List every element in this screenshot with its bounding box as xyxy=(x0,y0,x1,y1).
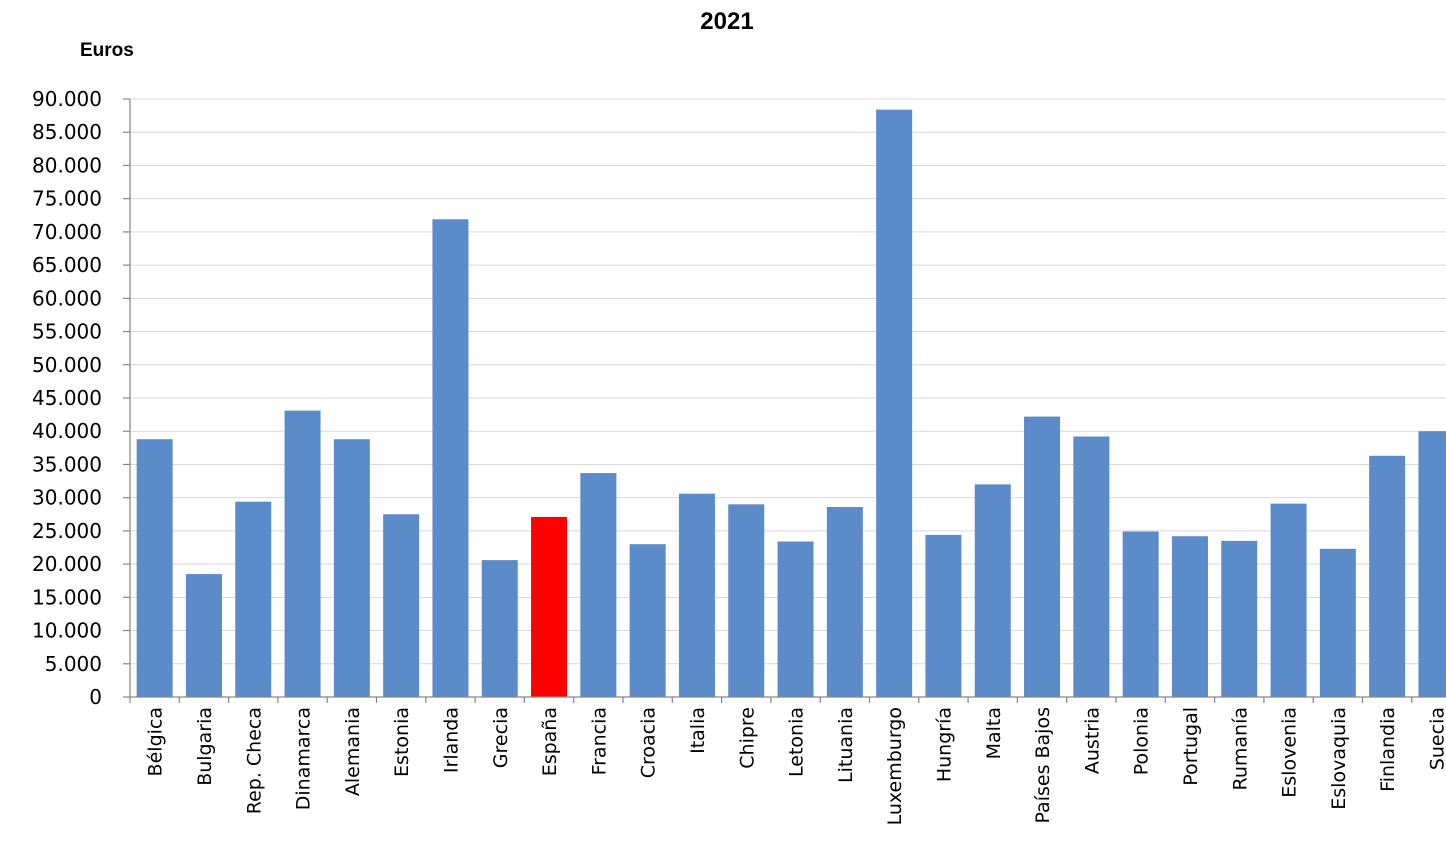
y-tick-label: 50.000 xyxy=(32,353,102,377)
x-tick-label: Irlanda xyxy=(440,707,462,773)
y-tick-label: 0 xyxy=(89,685,102,709)
y-tick-label: 80.000 xyxy=(32,153,102,177)
chart-title: 2021 xyxy=(700,8,753,35)
x-tick-label: Grecia xyxy=(490,707,512,768)
y-tick-labels: 0 5.000 10.000 15.000 20.000 25.000 30.000 35.0… xyxy=(32,87,130,709)
y-tick-label: 70.000 xyxy=(32,220,102,244)
bar-Bélgica xyxy=(136,439,173,697)
bar-Suecia xyxy=(1418,431,1446,697)
y-tick-label: 20.000 xyxy=(32,552,102,576)
y-axis-label: Euros xyxy=(80,40,134,61)
bar-Finlandia xyxy=(1369,455,1406,697)
x-tick-label: Estonia xyxy=(391,707,413,777)
bar-Lituania xyxy=(826,506,863,697)
y-tick-label: 15.000 xyxy=(32,585,102,609)
bar-Rep. Checa xyxy=(235,501,272,697)
x-tick-label: Eslovaquia xyxy=(1328,707,1350,810)
y-tick-label: 90.000 xyxy=(32,87,102,111)
x-tick-label: Letonia xyxy=(786,707,808,777)
bar-Malta xyxy=(974,484,1011,697)
bar-España xyxy=(531,516,568,697)
x-tick-label: Luxemburgo xyxy=(884,707,906,825)
x-tick-label: Italia xyxy=(687,707,709,754)
bar-Grecia xyxy=(481,560,518,697)
x-tick-label: Bulgaria xyxy=(194,707,216,786)
y-tick-label: 65.000 xyxy=(32,253,102,277)
x-tick-label: Malta xyxy=(983,707,1005,759)
bar-Países Bajos xyxy=(1024,416,1061,697)
y-tick-label: 45.000 xyxy=(32,386,102,410)
x-tick-label: Países Bajos xyxy=(1032,707,1054,824)
bar-Irlanda xyxy=(432,219,469,697)
x-tick-labels: Bélgica Bulgaria Rep. Checa Dinamarca Aleman… xyxy=(129,697,1446,825)
x-tick-label: Austria xyxy=(1081,707,1103,774)
x-tick-label: Rep. Checa xyxy=(243,707,265,814)
x-tick-label: Croacia xyxy=(638,707,660,778)
y-tick-label: 55.000 xyxy=(32,320,102,344)
bar-Hungría xyxy=(925,534,962,697)
y-tick-label: 5.000 xyxy=(45,652,102,676)
x-tick-label: Francia xyxy=(588,707,610,775)
bar-Luxemburgo xyxy=(876,109,913,698)
bar-Alemania xyxy=(333,439,370,697)
y-tick-label: 75.000 xyxy=(32,187,102,211)
bar-Rumanía xyxy=(1221,540,1258,697)
y-tick-label: 60.000 xyxy=(32,286,102,310)
bars xyxy=(136,109,1446,698)
y-tick-label: 40.000 xyxy=(32,419,102,443)
bar-Francia xyxy=(580,473,617,697)
x-tick-label: Polonia xyxy=(1131,707,1153,775)
x-tick-label: España xyxy=(539,707,561,776)
y-tick-label: 10.000 xyxy=(32,619,102,643)
x-tick-label: Bélgica xyxy=(145,707,167,776)
bar-Italia xyxy=(678,493,715,697)
x-tick-label: Hungría xyxy=(933,707,955,782)
x-tick-label: Suecia xyxy=(1426,707,1446,770)
bar-Polonia xyxy=(1122,531,1159,697)
x-tick-label: Alemania xyxy=(342,707,364,796)
bar-Bulgaria xyxy=(185,574,222,697)
bar-Estonia xyxy=(383,514,420,697)
bar-Chipre xyxy=(728,504,765,697)
bar-Letonia xyxy=(777,541,814,697)
y-tick-label: 85.000 xyxy=(32,120,102,144)
bar-Eslovaquia xyxy=(1319,548,1356,697)
y-tick-label: 35.000 xyxy=(32,452,102,476)
bar-Dinamarca xyxy=(284,410,321,697)
x-tick-label: Portugal xyxy=(1180,707,1202,786)
x-tick-label: Finlandia xyxy=(1377,707,1399,792)
bar-Austria xyxy=(1073,436,1110,697)
x-tick-label: Dinamarca xyxy=(293,707,315,810)
y-tick-label: 25.000 xyxy=(32,519,102,543)
bar-Eslovenia xyxy=(1270,503,1307,697)
x-tick-label: Eslovenia xyxy=(1279,707,1301,798)
x-tick-label: Lituania xyxy=(835,707,857,783)
x-tick-label: Rumanía xyxy=(1229,707,1251,791)
bar-Croacia xyxy=(629,544,666,697)
x-tick-label: Chipre xyxy=(736,707,758,769)
bar-Portugal xyxy=(1171,536,1208,697)
y-tick-label: 30.000 xyxy=(32,486,102,510)
